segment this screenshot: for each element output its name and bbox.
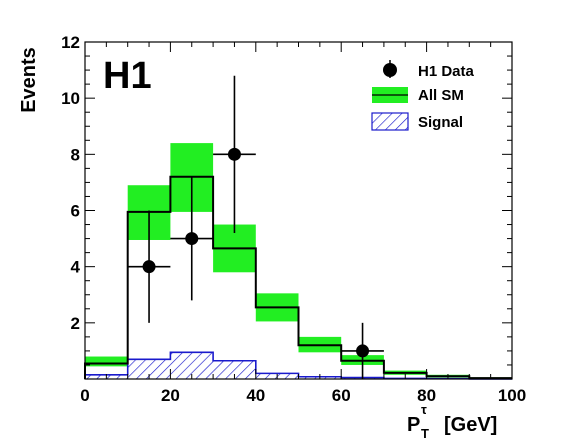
legend-marker-signal: [371, 112, 409, 131]
y-tick-label: 10: [61, 89, 80, 108]
x-axis-title: P τ T [GeV]: [407, 402, 497, 441]
data-marker: [227, 147, 241, 161]
x-axis-title-superscript: τ: [421, 402, 427, 417]
data-marker: [356, 344, 370, 358]
x-tick-label: 80: [417, 386, 436, 405]
data-marker: [142, 260, 156, 274]
signal-bar: [127, 359, 171, 379]
y-tick-label: 12: [61, 33, 80, 52]
signal-layer: [84, 351, 512, 380]
data-marker: [185, 232, 199, 246]
y-tick-label: 2: [71, 314, 80, 333]
x-axis-title-unit: [GeV]: [444, 414, 497, 436]
data-point: [341, 322, 384, 379]
sm-band-bin: [85, 356, 128, 367]
legend-item-signal: Signal: [371, 112, 463, 131]
x-tick-label: 0: [80, 386, 89, 405]
signal-bar: [213, 360, 256, 379]
x-tick-label: 60: [332, 386, 351, 405]
data-point: [170, 176, 214, 301]
legend-label-signal: Signal: [418, 114, 463, 131]
x-tick-label: 100: [498, 386, 526, 405]
y-tick-label: 4: [71, 258, 81, 277]
y-tick-label: 6: [71, 202, 80, 221]
legend-marker-data: [383, 63, 397, 77]
x-tick-label: 20: [161, 386, 180, 405]
legend-item-data: H1 Data: [383, 60, 475, 80]
tick-layer: 0 20 40 60 80 100 2 4 6 8 10 12: [61, 33, 526, 405]
logo-text: H1: [103, 55, 152, 97]
data-point: [127, 210, 171, 323]
x-tick-label: 40: [246, 386, 265, 405]
x-axis-title-subscript: T: [421, 426, 429, 441]
legend-label-data: H1 Data: [418, 63, 475, 80]
y-axis-title: Events: [18, 47, 40, 113]
data-layer: [127, 75, 384, 379]
legend-item-sm: All SM: [372, 87, 464, 104]
legend: H1 Data All SM Signal: [371, 60, 475, 131]
legend-label-sm: All SM: [418, 87, 464, 104]
x-axis-title-main: P: [407, 414, 420, 436]
y-tick-label: 8: [71, 145, 80, 164]
data-point: [213, 75, 256, 233]
